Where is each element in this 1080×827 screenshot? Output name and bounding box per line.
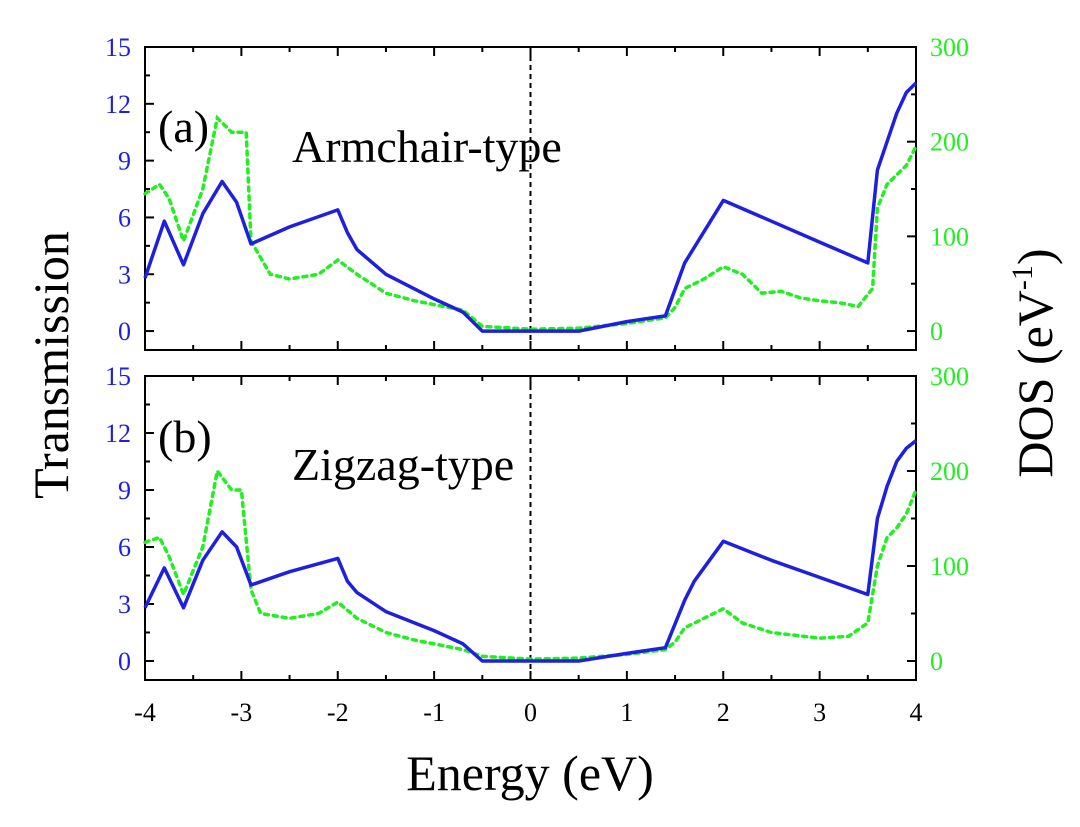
x-tick-label: 4 — [910, 698, 923, 727]
y-left-tick-label: 6 — [118, 203, 131, 232]
x-axis-label: Energy (eV) — [406, 745, 654, 801]
y-left-tick-label: 12 — [105, 419, 131, 448]
panel-a: 0 3 6 9 12 15 0 100 200 300 (a) Armchair-type — [105, 33, 969, 351]
y-axis-right-label-close: ) — [1007, 248, 1063, 265]
y-axis-right-label-sup: -1 — [1006, 265, 1039, 290]
y-right-tick-label: 200 — [930, 457, 969, 486]
y-right-tick-label: 0 — [930, 317, 943, 346]
panel-a-ticks: 0 3 6 9 12 15 0 100 200 300 — [105, 33, 969, 350]
y-right-tick-label: 100 — [930, 222, 969, 251]
panel-b: 0 3 6 9 12 15 0 100 200 300 (b) Zigzag-type — [105, 362, 969, 681]
y-right-tick-label: 300 — [930, 362, 969, 391]
y-left-tick-label: 3 — [118, 590, 131, 619]
y-left-tick-label: 6 — [118, 533, 131, 562]
y-left-tick-label: 15 — [105, 33, 131, 62]
x-tick-label: -1 — [423, 698, 445, 727]
y-left-tick-label: 9 — [118, 147, 131, 176]
x-tick-label: -2 — [327, 698, 349, 727]
x-tick-label: 2 — [717, 698, 730, 727]
panel-a-transmission-line — [143, 81, 918, 333]
y-axis-right-label: DOS (eV-1) — [1006, 248, 1063, 477]
panel-a-dos-line — [143, 114, 918, 331]
y-left-tick-label: 12 — [105, 90, 131, 119]
y-right-tick-label: 200 — [930, 128, 969, 157]
panel-b-ticks: 0 3 6 9 12 15 0 100 200 300 — [105, 362, 969, 680]
y-right-tick-label: 300 — [930, 33, 969, 62]
y-left-tick-label: 0 — [118, 317, 131, 346]
x-tick-label: 0 — [524, 698, 537, 727]
x-tick-labels: -4 -3 -2 -1 0 1 2 3 4 — [134, 698, 922, 727]
y-left-tick-label: 0 — [118, 647, 131, 676]
x-tick-label: -3 — [231, 698, 253, 727]
panel-b-title: Zigzag-type — [292, 439, 514, 490]
panel-b-dos-line — [143, 466, 918, 661]
panel-a-tag: (a) — [158, 101, 209, 152]
x-tick-label: 3 — [813, 698, 826, 727]
x-tick-label: 1 — [620, 698, 633, 727]
y-left-tick-label: 9 — [118, 476, 131, 505]
x-tick-label: -4 — [134, 698, 156, 727]
y-right-tick-label: 100 — [930, 552, 969, 581]
y-axis-left-label: Transmission — [23, 231, 79, 499]
y-right-tick-label: 0 — [930, 647, 943, 676]
panel-a-title: Armchair-type — [292, 121, 562, 172]
y-axis-right-label-base: DOS (eV — [1007, 290, 1063, 477]
y-left-tick-label: 3 — [118, 260, 131, 289]
panel-b-transmission-line — [143, 439, 918, 663]
y-left-tick-label: 15 — [105, 362, 131, 391]
panel-b-tag: (b) — [158, 411, 212, 462]
